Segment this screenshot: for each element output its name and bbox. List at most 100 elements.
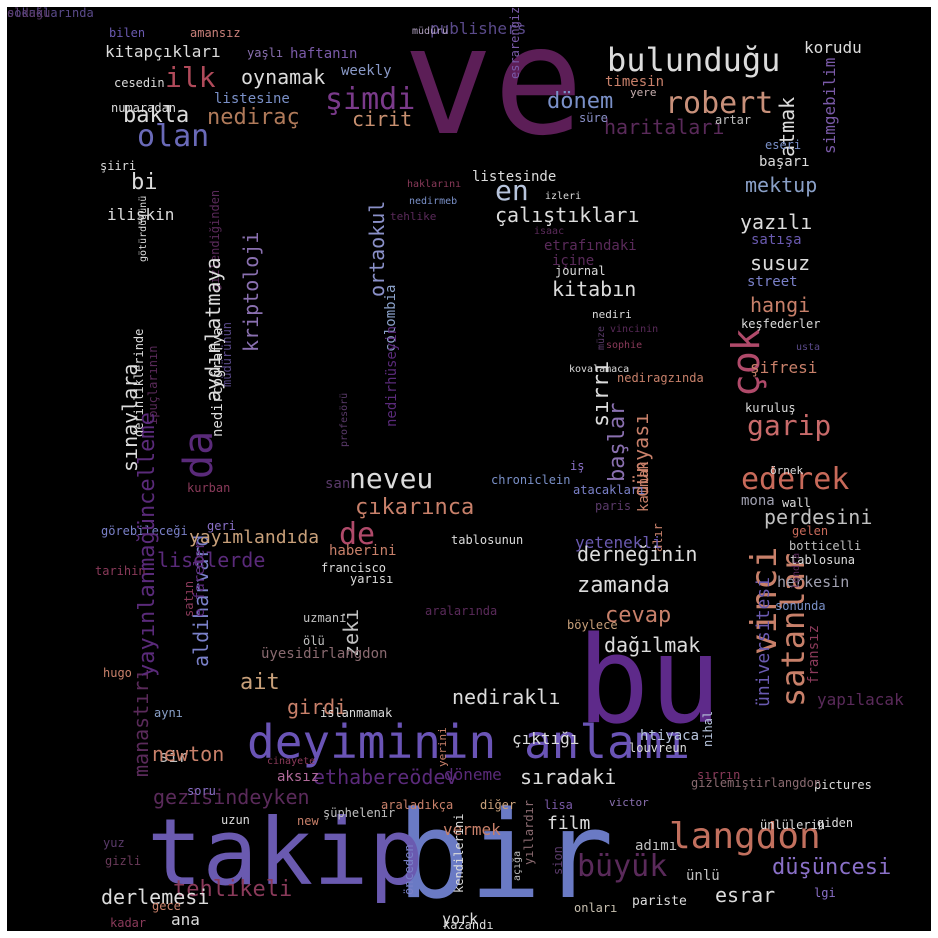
cloud-word: satışa xyxy=(751,232,802,248)
cloud-word: vincinin xyxy=(610,324,659,335)
cloud-word: yarısı xyxy=(350,572,394,586)
word-cloud-panel: ve bu bir takip deyiminin anlamı langdon bulun… xyxy=(7,7,931,931)
cloud-word: fransız xyxy=(806,624,822,684)
cloud-word: çıkarınca xyxy=(355,495,475,520)
cloud-word: vermek xyxy=(443,820,501,839)
cloud-word: aralarında xyxy=(425,604,498,618)
cloud-word: haberini xyxy=(329,543,397,559)
cloud-word: garip xyxy=(747,409,832,442)
cloud-word: victor xyxy=(609,796,649,809)
cloud-word: yuz xyxy=(103,836,125,850)
cloud-word: kovalamaca xyxy=(569,364,630,375)
cloud-word: ilk xyxy=(165,61,216,94)
cloud-word: publishers xyxy=(430,19,527,38)
cloud-word: liselerde xyxy=(157,548,266,572)
cloud-word: örnek xyxy=(770,464,804,477)
cloud-word: manastırı xyxy=(129,668,153,777)
cloud-word: geri xyxy=(207,519,236,533)
cloud-word: ilişkin xyxy=(107,205,175,224)
cloud-word: york xyxy=(442,910,479,928)
cloud-word: dönem xyxy=(547,89,614,114)
cloud-word: francisco xyxy=(321,561,387,575)
cloud-word: korudu xyxy=(804,38,862,57)
cloud-word: sir xyxy=(159,747,188,766)
cloud-word: gizlemiştirlangdon xyxy=(691,776,822,790)
cloud-word: keşfederler xyxy=(741,317,821,331)
cloud-word: gizli xyxy=(105,854,142,868)
cloud-word: profesörü xyxy=(339,392,350,447)
cloud-word: kazandı xyxy=(443,918,494,931)
cloud-word: olan xyxy=(137,119,210,154)
cloud-word: çıktığı xyxy=(512,729,580,748)
cloud-word: döneme xyxy=(444,765,502,784)
cloud-word: onları xyxy=(574,901,618,915)
cloud-word: aksız xyxy=(277,769,320,785)
cloud-word: yere xyxy=(630,86,657,99)
cloud-word: giden xyxy=(817,816,854,830)
cloud-word: botticelli xyxy=(789,539,862,553)
cloud-word: ana xyxy=(171,910,200,929)
cloud-word: ve xyxy=(403,7,584,169)
cloud-word: islanmamak xyxy=(320,706,393,720)
cloud-word: neveu xyxy=(349,462,434,495)
cloud-word: chroniclein xyxy=(491,473,571,487)
cloud-word: louvreun xyxy=(629,741,687,755)
cloud-word: ethabereödev xyxy=(313,765,458,789)
cloud-word: açığa xyxy=(512,850,523,881)
cloud-word: street xyxy=(747,274,798,290)
cloud-word: gelen xyxy=(792,524,829,538)
cloud-word: içine xyxy=(552,253,595,269)
cloud-word: londra xyxy=(791,552,802,589)
cloud-word: oynamak xyxy=(241,65,326,89)
cloud-word: süre xyxy=(579,111,608,125)
cloud-word: yayınlanmağüncelleme xyxy=(135,412,160,677)
cloud-word: olduğu xyxy=(7,7,51,20)
cloud-word: newton xyxy=(152,742,225,766)
cloud-word: takip xyxy=(147,799,424,906)
cloud-word: kitapçıkları xyxy=(105,42,221,61)
cloud-word: nediragzında xyxy=(617,371,704,385)
cloud-word: lisa xyxy=(544,798,573,812)
cloud-word: langdon xyxy=(669,816,821,857)
cloud-word: cinayete xyxy=(267,756,316,767)
cloud-word: listesine xyxy=(214,91,290,107)
cloud-word: nedircoğrafya xyxy=(210,327,226,437)
cloud-word: şüphelenir xyxy=(323,806,396,820)
cloud-word: tarihin xyxy=(95,564,146,578)
cloud-word: haftanın xyxy=(290,46,358,62)
cloud-word: htiyaca xyxy=(640,728,700,744)
cloud-word: kriptoloji xyxy=(239,231,263,352)
cloud-word: üyesidirlangdon xyxy=(261,646,388,662)
cloud-word: yetenekli xyxy=(575,533,662,552)
cloud-word: nediri xyxy=(592,308,632,321)
cloud-word: journal xyxy=(555,264,606,278)
cloud-word: böylece xyxy=(567,618,618,632)
cloud-word: ölü xyxy=(303,634,325,648)
cloud-word: izleri xyxy=(545,191,582,202)
cloud-word: kuruluş xyxy=(745,401,796,415)
cloud-word: wall xyxy=(782,496,811,510)
cloud-word: tehlike xyxy=(390,210,437,223)
cloud-word: robert xyxy=(665,86,774,121)
cloud-word: müze xyxy=(596,325,607,350)
cloud-word: weekly xyxy=(341,63,392,79)
cloud-word: simgebilim xyxy=(820,57,839,154)
cloud-word: önceden xyxy=(402,844,416,895)
cloud-word: adımı xyxy=(635,838,678,854)
cloud-word: kurban xyxy=(187,481,231,495)
cloud-word: tablosunun xyxy=(451,533,524,547)
cloud-word: sion xyxy=(551,846,565,875)
cloud-word: cirit xyxy=(352,107,413,131)
cloud-word: usta xyxy=(796,342,821,353)
cloud-word: etrafındaki xyxy=(544,238,637,254)
cloud-word: iş xyxy=(570,459,585,473)
cloud-word: ait xyxy=(240,670,280,695)
cloud-word: listesinde xyxy=(472,169,557,185)
cloud-word: film xyxy=(547,813,591,834)
cloud-word: nihal xyxy=(701,710,715,747)
cloud-word: derneğinin xyxy=(577,542,698,566)
cloud-word: atacakları xyxy=(573,483,646,497)
cloud-word: cesedin xyxy=(114,76,165,90)
cloud-word: araladıkça xyxy=(381,798,454,812)
